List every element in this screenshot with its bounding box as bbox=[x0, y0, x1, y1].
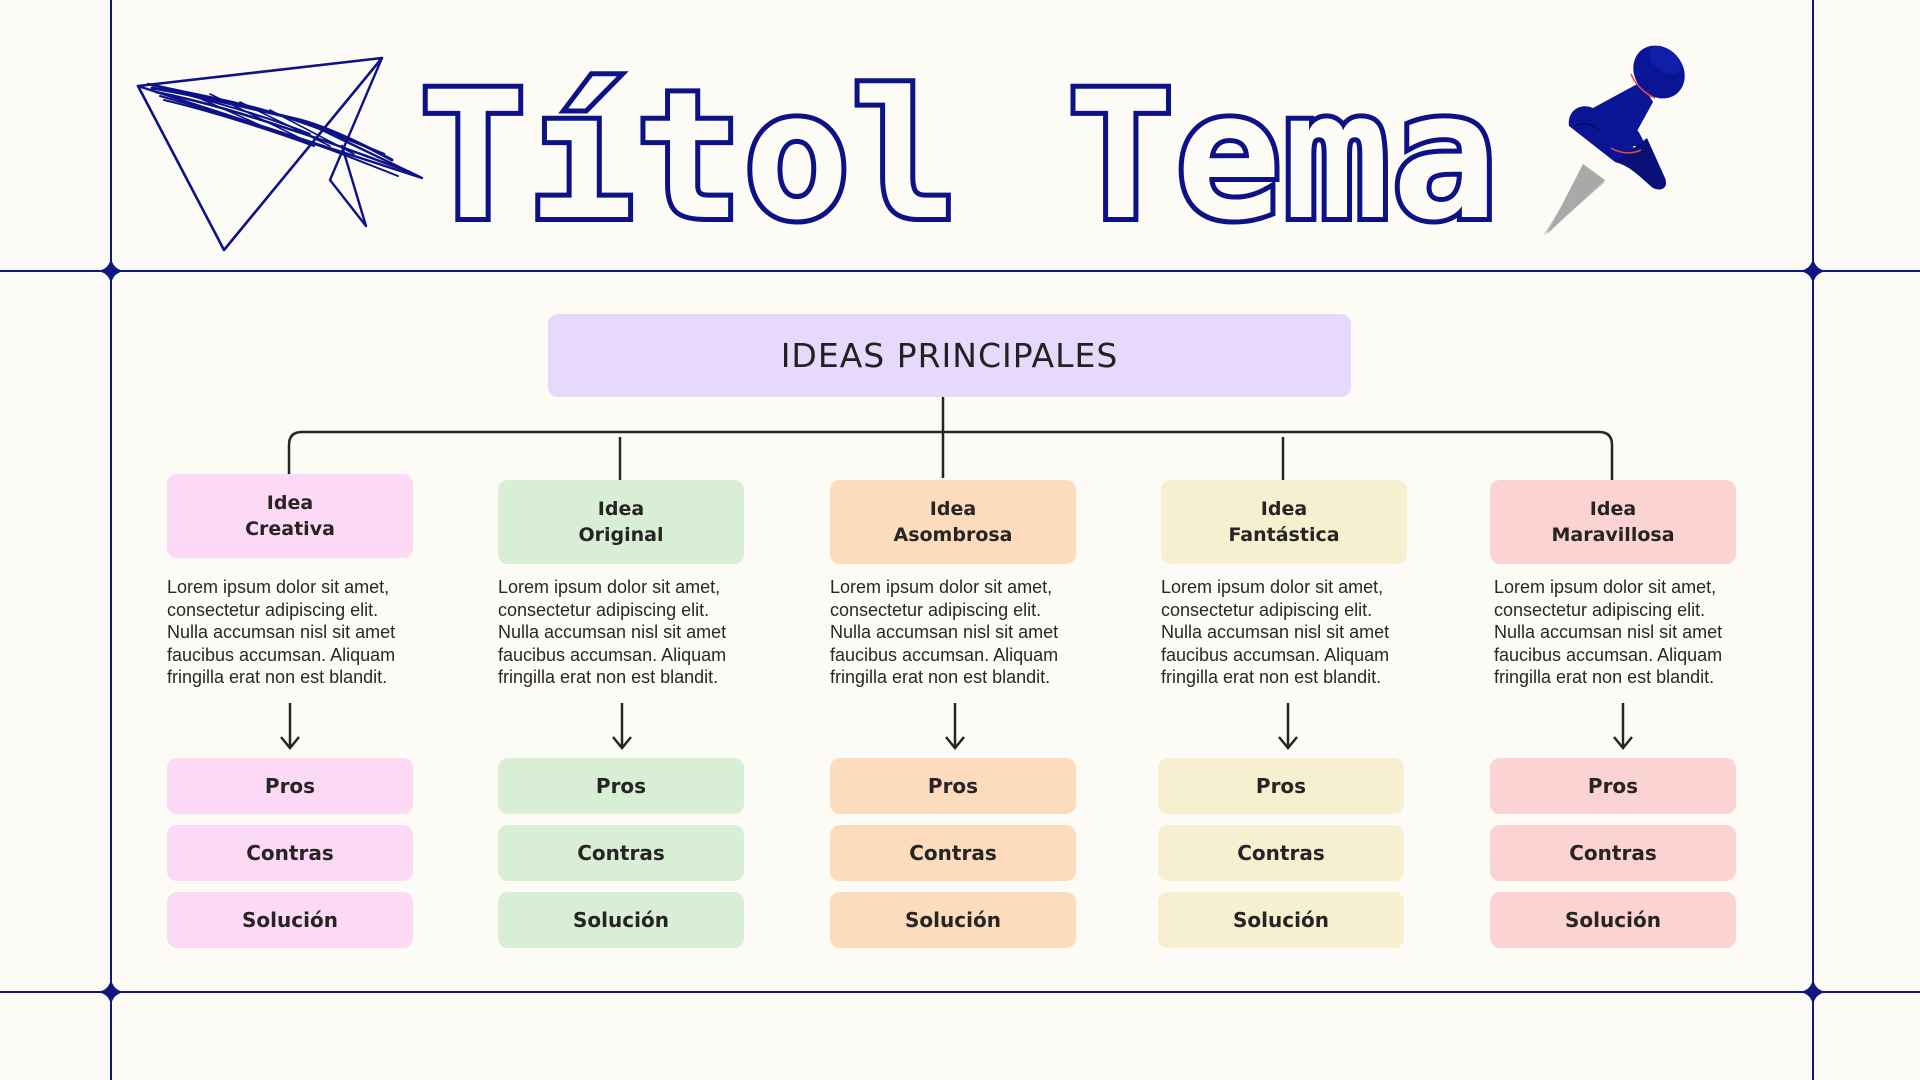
frame-line-right bbox=[1812, 0, 1814, 1080]
sparkle-star-icon bbox=[1799, 257, 1827, 285]
contras-box: Contras bbox=[1490, 825, 1736, 881]
description-line: faucibus accumsan. Aliquam bbox=[498, 644, 727, 665]
page-title: Títol Tema bbox=[415, 54, 1503, 259]
description-line: Lorem ipsum dolor sit amet, bbox=[1494, 577, 1717, 597]
description-line: consectetur adipiscing elit. bbox=[1494, 599, 1706, 620]
description-line: Lorem ipsum dolor sit amet, bbox=[830, 577, 1053, 597]
description-line: consectetur adipiscing elit. bbox=[167, 599, 379, 620]
description-line: faucibus accumsan. Aliquam bbox=[167, 644, 396, 665]
frame-line-top bbox=[0, 270, 1920, 272]
solucion-box: Solución bbox=[1490, 892, 1736, 948]
description-line: fringilla erat non est blandit. bbox=[1161, 667, 1382, 687]
description-line: fringilla erat non est blandit. bbox=[498, 667, 719, 687]
idea-description: Lorem ipsum dolor sit amet, consectetur … bbox=[1161, 576, 1423, 689]
down-arrow-icon bbox=[612, 703, 632, 750]
idea-box: Idea Maravillosa bbox=[1490, 480, 1736, 564]
idea-description: Lorem ipsum dolor sit amet, consectetur … bbox=[167, 576, 429, 689]
frame-line-left bbox=[110, 0, 112, 1080]
down-arrow-icon bbox=[945, 703, 965, 750]
contras-box: Contras bbox=[830, 825, 1076, 881]
description-line: faucibus accumsan. Aliquam bbox=[1161, 644, 1390, 665]
push-pin-icon bbox=[1543, 45, 1685, 236]
description-line: Nulla accumsan nisl sit amet bbox=[830, 622, 1059, 642]
description-line: Nulla accumsan nisl sit amet bbox=[498, 622, 727, 642]
idea-name: Creativa bbox=[245, 518, 335, 540]
description-line: faucibus accumsan. Aliquam bbox=[1494, 644, 1723, 665]
description-line: Nulla accumsan nisl sit amet bbox=[1161, 622, 1390, 642]
idea-name: Asombrosa bbox=[893, 524, 1013, 546]
contras-box: Contras bbox=[1158, 825, 1404, 881]
idea-label: Idea bbox=[1260, 498, 1308, 520]
idea-label: Idea bbox=[266, 492, 314, 514]
idea-description: Lorem ipsum dolor sit amet, consectetur … bbox=[498, 576, 760, 689]
contras-box: Contras bbox=[167, 825, 413, 881]
description-line: Nulla accumsan nisl sit amet bbox=[1494, 622, 1723, 642]
idea-box: Idea Original bbox=[498, 480, 744, 564]
down-arrow-icon bbox=[1278, 703, 1298, 750]
description-line: consectetur adipiscing elit. bbox=[830, 599, 1042, 620]
idea-name: Fantástica bbox=[1228, 524, 1340, 546]
down-arrow-icon bbox=[280, 703, 300, 750]
solucion-box: Solución bbox=[1158, 892, 1404, 948]
contras-box: Contras bbox=[498, 825, 744, 881]
description-line: consectetur adipiscing elit. bbox=[1161, 599, 1373, 620]
frame-line-bottom bbox=[0, 991, 1920, 993]
main-topic-box: IDEAS PRINCIPALES bbox=[548, 314, 1351, 397]
idea-name: Original bbox=[578, 524, 664, 546]
idea-name: Maravillosa bbox=[1551, 524, 1675, 546]
solucion-box: Solución bbox=[498, 892, 744, 948]
description-line: Lorem ipsum dolor sit amet, bbox=[1161, 577, 1384, 597]
sparkle-star-icon bbox=[1799, 978, 1827, 1006]
pros-box: Pros bbox=[1490, 758, 1736, 814]
solucion-box: Solución bbox=[167, 892, 413, 948]
pros-box: Pros bbox=[167, 758, 413, 814]
solucion-box: Solución bbox=[830, 892, 1076, 948]
idea-box: Idea Fantástica bbox=[1161, 480, 1407, 564]
idea-label: Idea bbox=[1589, 498, 1637, 520]
description-line: fringilla erat non est blandit. bbox=[167, 667, 388, 687]
description-line: Lorem ipsum dolor sit amet, bbox=[167, 577, 390, 597]
paper-plane-icon bbox=[136, 56, 424, 252]
main-topic-label: IDEAS PRINCIPALES bbox=[780, 336, 1119, 375]
idea-description: Lorem ipsum dolor sit amet, consectetur … bbox=[1494, 576, 1756, 689]
idea-box: Idea Asombrosa bbox=[830, 480, 1076, 564]
idea-box: Idea Creativa bbox=[167, 474, 413, 558]
sparkle-star-icon bbox=[97, 978, 125, 1006]
down-arrow-icon bbox=[1613, 703, 1633, 750]
description-line: Lorem ipsum dolor sit amet, bbox=[498, 577, 721, 597]
description-line: consectetur adipiscing elit. bbox=[498, 599, 710, 620]
sparkle-star-icon bbox=[97, 257, 125, 285]
idea-description: Lorem ipsum dolor sit amet, consectetur … bbox=[830, 576, 1092, 689]
description-line: fringilla erat non est blandit. bbox=[830, 667, 1051, 687]
idea-label: Idea bbox=[597, 498, 645, 520]
pros-box: Pros bbox=[1158, 758, 1404, 814]
idea-label: Idea bbox=[929, 498, 977, 520]
pros-box: Pros bbox=[498, 758, 744, 814]
description-line: Nulla accumsan nisl sit amet bbox=[167, 622, 396, 642]
description-line: faucibus accumsan. Aliquam bbox=[830, 644, 1059, 665]
pros-box: Pros bbox=[830, 758, 1076, 814]
description-line: fringilla erat non est blandit. bbox=[1494, 667, 1715, 687]
